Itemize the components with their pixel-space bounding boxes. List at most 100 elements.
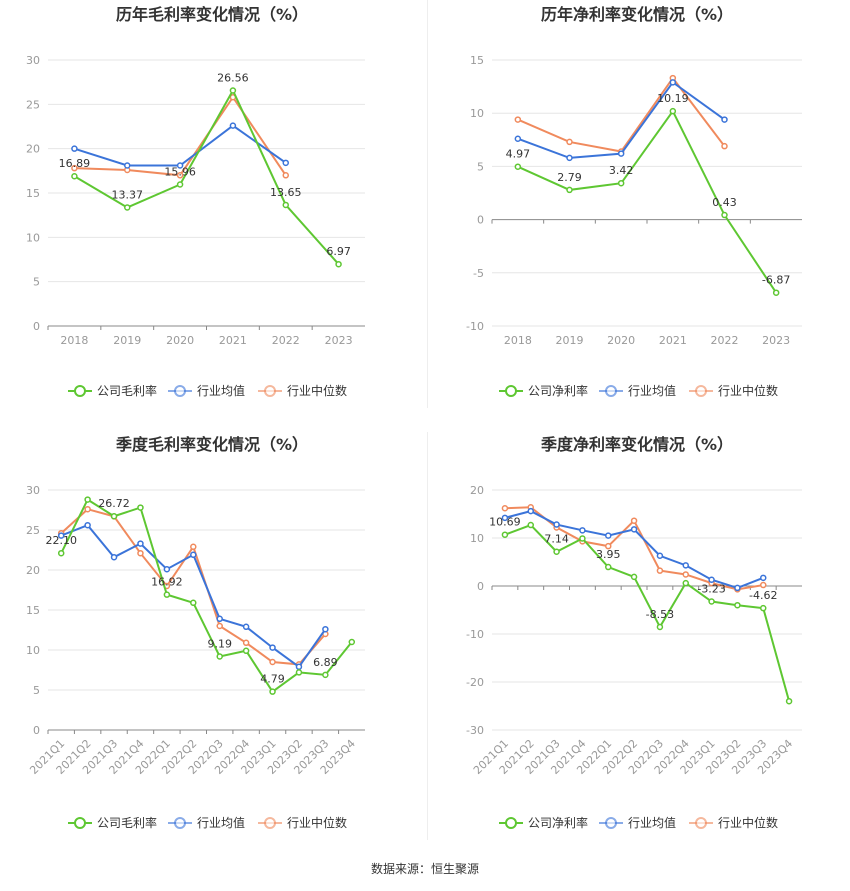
data-point-company[interactable] — [605, 563, 612, 571]
data-point-industry-median[interactable] — [242, 639, 250, 647]
data-point-company[interactable] — [57, 549, 65, 557]
data-point-industry-avg[interactable] — [269, 644, 276, 651]
data-point-company[interactable] — [656, 623, 664, 631]
data-point-industry-avg[interactable] — [656, 552, 664, 560]
data-point-company[interactable] — [295, 669, 303, 676]
data-point-industry-avg[interactable] — [190, 551, 197, 559]
legend-item-industry-avg[interactable]: 行业均值 — [168, 383, 245, 398]
data-point-industry-median[interactable] — [269, 658, 276, 666]
data-point-industry-avg[interactable] — [229, 122, 237, 129]
data-point-industry-median[interactable] — [137, 549, 144, 557]
data-point-company[interactable] — [124, 204, 131, 211]
data-point-industry-avg[interactable] — [124, 162, 131, 169]
data-point-company[interactable] — [110, 512, 118, 520]
data-point-company[interactable] — [785, 697, 793, 705]
legend-item-industry-median[interactable]: 行业中位数 — [689, 383, 778, 398]
data-point-industry-median[interactable] — [605, 542, 612, 550]
data-point-company[interactable] — [176, 181, 184, 188]
data-point-industry-avg[interactable] — [605, 532, 612, 539]
data-point-industry-avg[interactable] — [110, 553, 118, 561]
data-point-company[interactable] — [682, 579, 689, 587]
data-point-industry-median[interactable] — [282, 172, 289, 179]
data-point-company[interactable] — [501, 531, 509, 538]
data-point-industry-avg[interactable] — [163, 565, 171, 573]
data-point-industry-median[interactable] — [566, 138, 573, 146]
data-point-industry-avg[interactable] — [295, 663, 303, 671]
legend-item-industry-avg[interactable]: 行业均值 — [599, 815, 676, 830]
data-point-industry-avg[interactable] — [708, 576, 715, 584]
data-label: 10.19 — [657, 92, 689, 105]
data-point-company[interactable] — [242, 647, 250, 655]
data-point-company[interactable] — [772, 289, 780, 296]
data-point-company[interactable] — [163, 591, 171, 598]
data-point-industry-avg[interactable] — [527, 507, 534, 515]
data-point-industry-median[interactable] — [190, 543, 197, 551]
data-point-industry-avg[interactable] — [579, 527, 586, 534]
data-point-industry-avg[interactable] — [617, 150, 625, 157]
data-point-industry-avg[interactable] — [501, 514, 509, 522]
data-point-industry-median[interactable] — [71, 164, 78, 172]
data-point-industry-median[interactable] — [630, 517, 638, 524]
data-point-industry-median[interactable] — [682, 571, 689, 578]
data-point-company[interactable] — [335, 260, 342, 268]
data-point-industry-avg[interactable] — [566, 154, 573, 162]
data-point-industry-avg[interactable] — [242, 623, 250, 631]
legend-item-industry-median[interactable]: 行业中位数 — [258, 383, 347, 398]
data-point-industry-median[interactable] — [176, 172, 184, 179]
data-point-company[interactable] — [760, 604, 767, 612]
data-point-industry-median[interactable] — [656, 567, 664, 574]
data-point-company[interactable] — [282, 201, 289, 209]
data-point-company[interactable] — [579, 535, 586, 542]
data-point-company[interactable] — [734, 601, 741, 609]
legend-item-company[interactable]: 公司净利率 — [499, 383, 588, 398]
legend-item-industry-median[interactable]: 行业中位数 — [689, 815, 778, 830]
data-point-company[interactable] — [721, 211, 728, 219]
data-point-industry-median[interactable] — [721, 142, 728, 150]
data-point-industry-avg[interactable] — [553, 521, 560, 528]
data-point-company[interactable] — [137, 504, 144, 511]
data-point-industry-median[interactable] — [216, 622, 223, 630]
legend-item-company[interactable]: 公司毛利率 — [68, 815, 157, 830]
legend-item-industry-median[interactable]: 行业中位数 — [258, 815, 347, 830]
legend-item-company[interactable]: 公司净利率 — [499, 815, 588, 830]
data-point-company[interactable] — [322, 671, 329, 679]
legend-item-industry-avg[interactable]: 行业均值 — [168, 815, 245, 830]
data-point-company[interactable] — [514, 163, 522, 170]
data-point-industry-avg[interactable] — [282, 159, 289, 167]
data-point-company[interactable] — [71, 172, 78, 180]
data-label: 9.19 — [207, 637, 232, 650]
data-point-industry-median[interactable] — [760, 581, 767, 589]
data-point-industry-avg[interactable] — [760, 574, 767, 582]
data-point-industry-median[interactable] — [84, 505, 91, 513]
data-point-company[interactable] — [617, 179, 625, 187]
data-point-industry-avg[interactable] — [322, 625, 329, 633]
legend-item-company[interactable]: 公司毛利率 — [68, 383, 157, 398]
legend-item-industry-avg[interactable]: 行业均值 — [599, 383, 676, 398]
data-point-industry-avg[interactable] — [630, 526, 638, 533]
data-point-industry-avg[interactable] — [84, 521, 91, 529]
data-point-company[interactable] — [553, 548, 560, 555]
data-point-company[interactable] — [527, 521, 534, 529]
data-point-company[interactable] — [348, 638, 356, 646]
data-point-company[interactable] — [229, 87, 237, 94]
data-point-company[interactable] — [708, 598, 715, 605]
data-point-industry-avg[interactable] — [176, 162, 184, 169]
data-point-company[interactable] — [216, 653, 223, 660]
data-point-industry-avg[interactable] — [216, 615, 223, 623]
data-point-industry-avg[interactable] — [137, 540, 144, 547]
data-point-company[interactable] — [630, 573, 638, 581]
data-point-company[interactable] — [566, 186, 573, 194]
data-point-industry-median[interactable] — [514, 116, 522, 123]
data-point-industry-avg[interactable] — [734, 584, 741, 592]
data-point-company[interactable] — [269, 688, 276, 695]
data-point-industry-avg[interactable] — [71, 145, 78, 152]
data-point-industry-avg[interactable] — [514, 135, 522, 142]
data-point-industry-avg[interactable] — [669, 79, 677, 86]
data-point-industry-avg[interactable] — [721, 116, 728, 123]
data-point-company[interactable] — [190, 599, 197, 607]
data-point-company[interactable] — [669, 107, 677, 115]
data-point-industry-avg[interactable] — [57, 532, 65, 539]
data-point-industry-avg[interactable] — [682, 562, 689, 569]
data-point-industry-median[interactable] — [501, 504, 509, 512]
data-point-company[interactable] — [84, 496, 91, 503]
